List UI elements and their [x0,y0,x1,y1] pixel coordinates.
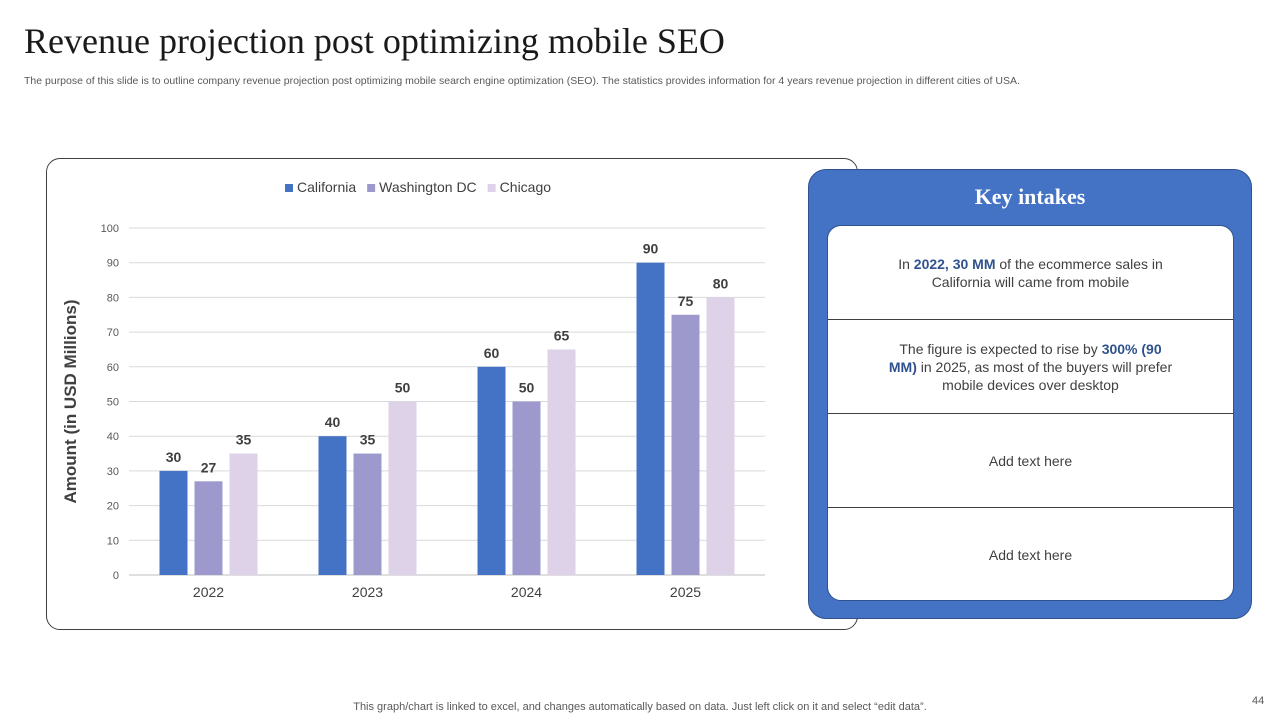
data-label-washington-dc-2023: 35 [360,432,376,448]
intake-item-3[interactable]: Add text here [828,414,1233,508]
y-tick-label-80: 80 [107,292,119,304]
y-tick-label-50: 50 [107,397,119,409]
intake-item-1[interactable]: In 2022, 30 MM of the ecommerce sales in… [828,226,1233,320]
data-label-chicago-2025: 80 [713,275,729,291]
x-tick-label-2025: 2025 [670,584,701,600]
y-tick-label-90: 90 [107,258,119,270]
intake-item-4[interactable]: Add text here [828,508,1233,600]
intake-3-text: Add text here [988,452,1073,469]
legend-label-washington-dc: Washington DC [379,179,477,195]
data-label-chicago-2023: 50 [395,380,411,396]
footer-note: This graph/chart is linked to excel, and… [353,701,927,713]
intake-1-pre: In [898,255,914,272]
bar-california-2025 [636,262,665,575]
y-tick-label-10: 10 [107,535,119,547]
bar-california-2024 [477,366,506,575]
legend-swatch-washington-dc [367,184,376,192]
intake-2-post: in 2025, as most of the buyers will pref… [916,358,1173,393]
x-tick-label-2024: 2024 [511,584,542,600]
y-tick-label-100: 100 [101,223,119,235]
bar-washington-dc-2022 [194,481,223,575]
x-tick-label-2022: 2022 [193,584,224,600]
bar-chicago-2024 [547,349,576,575]
y-axis-title: Amount (in USD Millions) [61,300,80,504]
data-label-washington-dc-2025: 75 [678,293,694,309]
intake-4-text: Add text here [988,547,1073,563]
data-label-chicago-2024: 65 [554,327,570,343]
data-label-california-2025: 90 [643,241,659,257]
bar-chicago-2025 [706,297,735,575]
page-subtitle: The purpose of this slide is to outline … [24,75,1020,87]
data-label-california-2024: 60 [484,345,500,361]
page-title: Revenue projection post optimizing mobil… [24,21,725,61]
key-intakes-panel: Key intakes In 2022, 30 MM of the ecomme… [808,169,1252,619]
data-label-washington-dc-2024: 50 [519,380,535,396]
x-tick-label-2023: 2023 [352,584,383,600]
bar-washington-dc-2023 [353,453,382,575]
legend-label-california: California [297,179,356,195]
y-tick-label-30: 30 [107,466,119,478]
bar-washington-dc-2025 [671,314,700,575]
data-label-california-2022: 30 [166,449,182,465]
page-number: 44 [1252,695,1265,707]
bar-chicago-2022 [229,453,258,575]
key-intakes-title: Key intakes [974,184,1086,209]
legend-swatch-california [285,184,293,192]
y-tick-label-40: 40 [107,431,119,443]
intake-1-highlight: 2022, 30 MM [913,255,996,272]
intake-2-pre: The figure is expected to rise by [899,340,1102,357]
legend-label-chicago: Chicago [500,179,552,195]
bar-chart: 0 10 20 30 40 50 60 70 80 90 100 Amount (in USD Mil… [61,179,765,600]
bar-chicago-2023 [388,401,417,575]
chart-container[interactable]: 0 10 20 30 40 50 60 70 80 90 100 Amount (in USD Mil… [46,158,858,630]
data-label-chicago-2022: 35 [236,432,252,448]
y-tick-label-70: 70 [107,327,119,339]
bar-washington-dc-2024 [512,401,541,575]
intake-item-2[interactable]: The figure is expected to rise by 300% (… [828,320,1233,414]
y-tick-label-20: 20 [107,501,119,513]
intake-2-highlight: 300% (90 MM) [888,340,1162,375]
bar-california-2023 [318,436,347,575]
data-label-california-2023: 40 [325,414,341,430]
y-tick-label-60: 60 [107,362,119,374]
legend-swatch-chicago [487,184,496,192]
bar-california-2022 [159,470,188,575]
intake-1-post: of the ecommerce sales in California wil… [931,255,1163,290]
data-label-washington-dc-2022: 27 [201,459,217,475]
key-intakes-list: In 2022, 30 MM of the ecommerce sales in… [827,225,1234,601]
y-tick-label-0: 0 [113,570,119,582]
